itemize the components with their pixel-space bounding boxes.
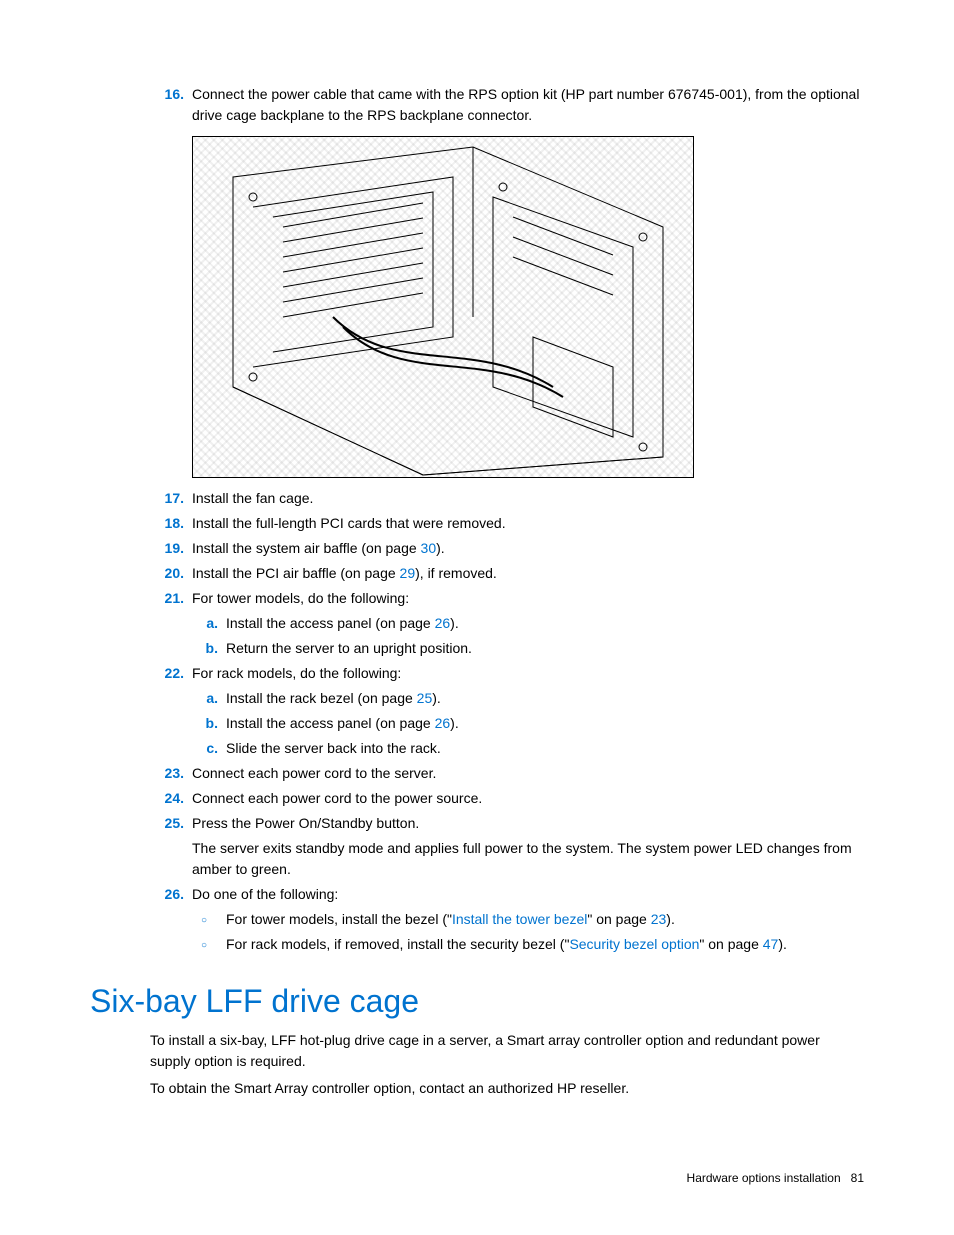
footer-page-number: 81 <box>851 1171 864 1185</box>
page-link[interactable]: 26 <box>435 615 451 631</box>
page-link[interactable]: 30 <box>421 540 437 556</box>
bullet-text: For tower models, install the bezel ("In… <box>226 909 864 930</box>
text-after: ). <box>432 690 441 706</box>
page-footer: Hardware options installation 81 <box>687 1171 864 1185</box>
text-before: Install the PCI air baffle (on page <box>192 565 400 581</box>
footer-section: Hardware options installation <box>687 1171 841 1185</box>
step-25-continuation: The server exits standby mode and applie… <box>192 838 864 880</box>
step-17: 17. Install the fan cage. <box>150 488 864 509</box>
substep-text: Install the rack bezel (on page 25). <box>226 688 864 709</box>
step-21: 21. For tower models, do the following: <box>150 588 864 609</box>
text-before: For rack models, if removed, install the… <box>226 936 569 952</box>
step-number: 24. <box>160 788 184 809</box>
text-after: ). <box>450 715 459 731</box>
step-26-bullet-2: ○ For rack models, if removed, install t… <box>190 934 864 955</box>
step-22c: c. Slide the server back into the rack. <box>190 738 864 759</box>
step-text: For rack models, do the following: <box>192 663 864 684</box>
step-22b: b. Install the access panel (on page 26)… <box>190 713 864 734</box>
text-mid: " on page <box>587 911 650 927</box>
text-after: ). <box>450 615 459 631</box>
step-19: 19. Install the system air baffle (on pa… <box>150 538 864 559</box>
step-text: Connect each power cord to the power sou… <box>192 788 864 809</box>
step-text: Install the PCI air baffle (on page 29),… <box>192 563 864 584</box>
substep-number: a. <box>202 688 218 709</box>
text-before: Install the access panel (on page <box>226 715 435 731</box>
substep-text: Install the access panel (on page 26). <box>226 613 864 634</box>
step-number: 20. <box>160 563 184 584</box>
text-before: For tower models, install the bezel (" <box>226 911 452 927</box>
step-number: 25. <box>160 813 184 834</box>
step-text: Install the system air baffle (on page 3… <box>192 538 864 559</box>
bullet-icon: ○ <box>198 938 210 953</box>
step-26-bullet-1: ○ For tower models, install the bezel ("… <box>190 909 864 930</box>
step-number: 19. <box>160 538 184 559</box>
substep-text: Install the access panel (on page 26). <box>226 713 864 734</box>
substep-text: Slide the server back into the rack. <box>226 738 864 759</box>
text-after: ). <box>666 911 675 927</box>
substep-number: a. <box>202 613 218 634</box>
page-link[interactable]: 25 <box>417 690 433 706</box>
step-number: 18. <box>160 513 184 534</box>
page-link[interactable]: 23 <box>651 911 667 927</box>
step-18: 18. Install the full-length PCI cards th… <box>150 513 864 534</box>
step-text: For tower models, do the following: <box>192 588 864 609</box>
step-number: 16. <box>160 84 184 105</box>
text-after: ). <box>436 540 445 556</box>
step-number: 21. <box>160 588 184 609</box>
step-text: Install the full-length PCI cards that w… <box>192 513 864 534</box>
body-paragraph-2: To obtain the Smart Array controller opt… <box>150 1078 864 1099</box>
bullet-icon: ○ <box>198 913 210 928</box>
step-22: 22. For rack models, do the following: <box>150 663 864 684</box>
step-24: 24. Connect each power cord to the power… <box>150 788 864 809</box>
cross-ref-link[interactable]: Security bezel option <box>569 936 699 952</box>
chassis-svg <box>193 137 693 477</box>
section-heading: Six-bay LFF drive cage <box>90 983 864 1020</box>
text-before: Install the access panel (on page <box>226 615 435 631</box>
text-before: Install the system air baffle (on page <box>192 540 421 556</box>
step-21a: a. Install the access panel (on page 26)… <box>190 613 864 634</box>
step-20: 20. Install the PCI air baffle (on page … <box>150 563 864 584</box>
step-text: Install the fan cage. <box>192 488 864 509</box>
substep-number: c. <box>202 738 218 759</box>
step-21b: b. Return the server to an upright posit… <box>190 638 864 659</box>
substep-number: b. <box>202 638 218 659</box>
text-after: ). <box>778 936 787 952</box>
step-number: 17. <box>160 488 184 509</box>
page-link[interactable]: 47 <box>763 936 779 952</box>
step-22a: a. Install the rack bezel (on page 25). <box>190 688 864 709</box>
chassis-diagram <box>192 136 694 478</box>
text-before: Install the rack bezel (on page <box>226 690 417 706</box>
text-mid: " on page <box>699 936 762 952</box>
cross-ref-link[interactable]: Install the tower bezel <box>452 911 587 927</box>
body-paragraph-1: To install a six-bay, LFF hot-plug drive… <box>150 1030 864 1072</box>
step-16: 16. Connect the power cable that came wi… <box>150 84 864 126</box>
substep-text: Return the server to an upright position… <box>226 638 864 659</box>
step-26: 26. Do one of the following: <box>150 884 864 905</box>
step-25: 25. Press the Power On/Standby button. <box>150 813 864 834</box>
step-text: Connect the power cable that came with t… <box>192 84 864 126</box>
bullet-text: For rack models, if removed, install the… <box>226 934 864 955</box>
step-23: 23. Connect each power cord to the serve… <box>150 763 864 784</box>
step-text: Connect each power cord to the server. <box>192 763 864 784</box>
text-after: ), if removed. <box>415 565 497 581</box>
substep-number: b. <box>202 713 218 734</box>
step-number: 22. <box>160 663 184 684</box>
step-number: 26. <box>160 884 184 905</box>
step-text: Do one of the following: <box>192 884 864 905</box>
step-text: Press the Power On/Standby button. <box>192 813 864 834</box>
step-number: 23. <box>160 763 184 784</box>
page-link[interactable]: 29 <box>400 565 416 581</box>
page-link[interactable]: 26 <box>435 715 451 731</box>
